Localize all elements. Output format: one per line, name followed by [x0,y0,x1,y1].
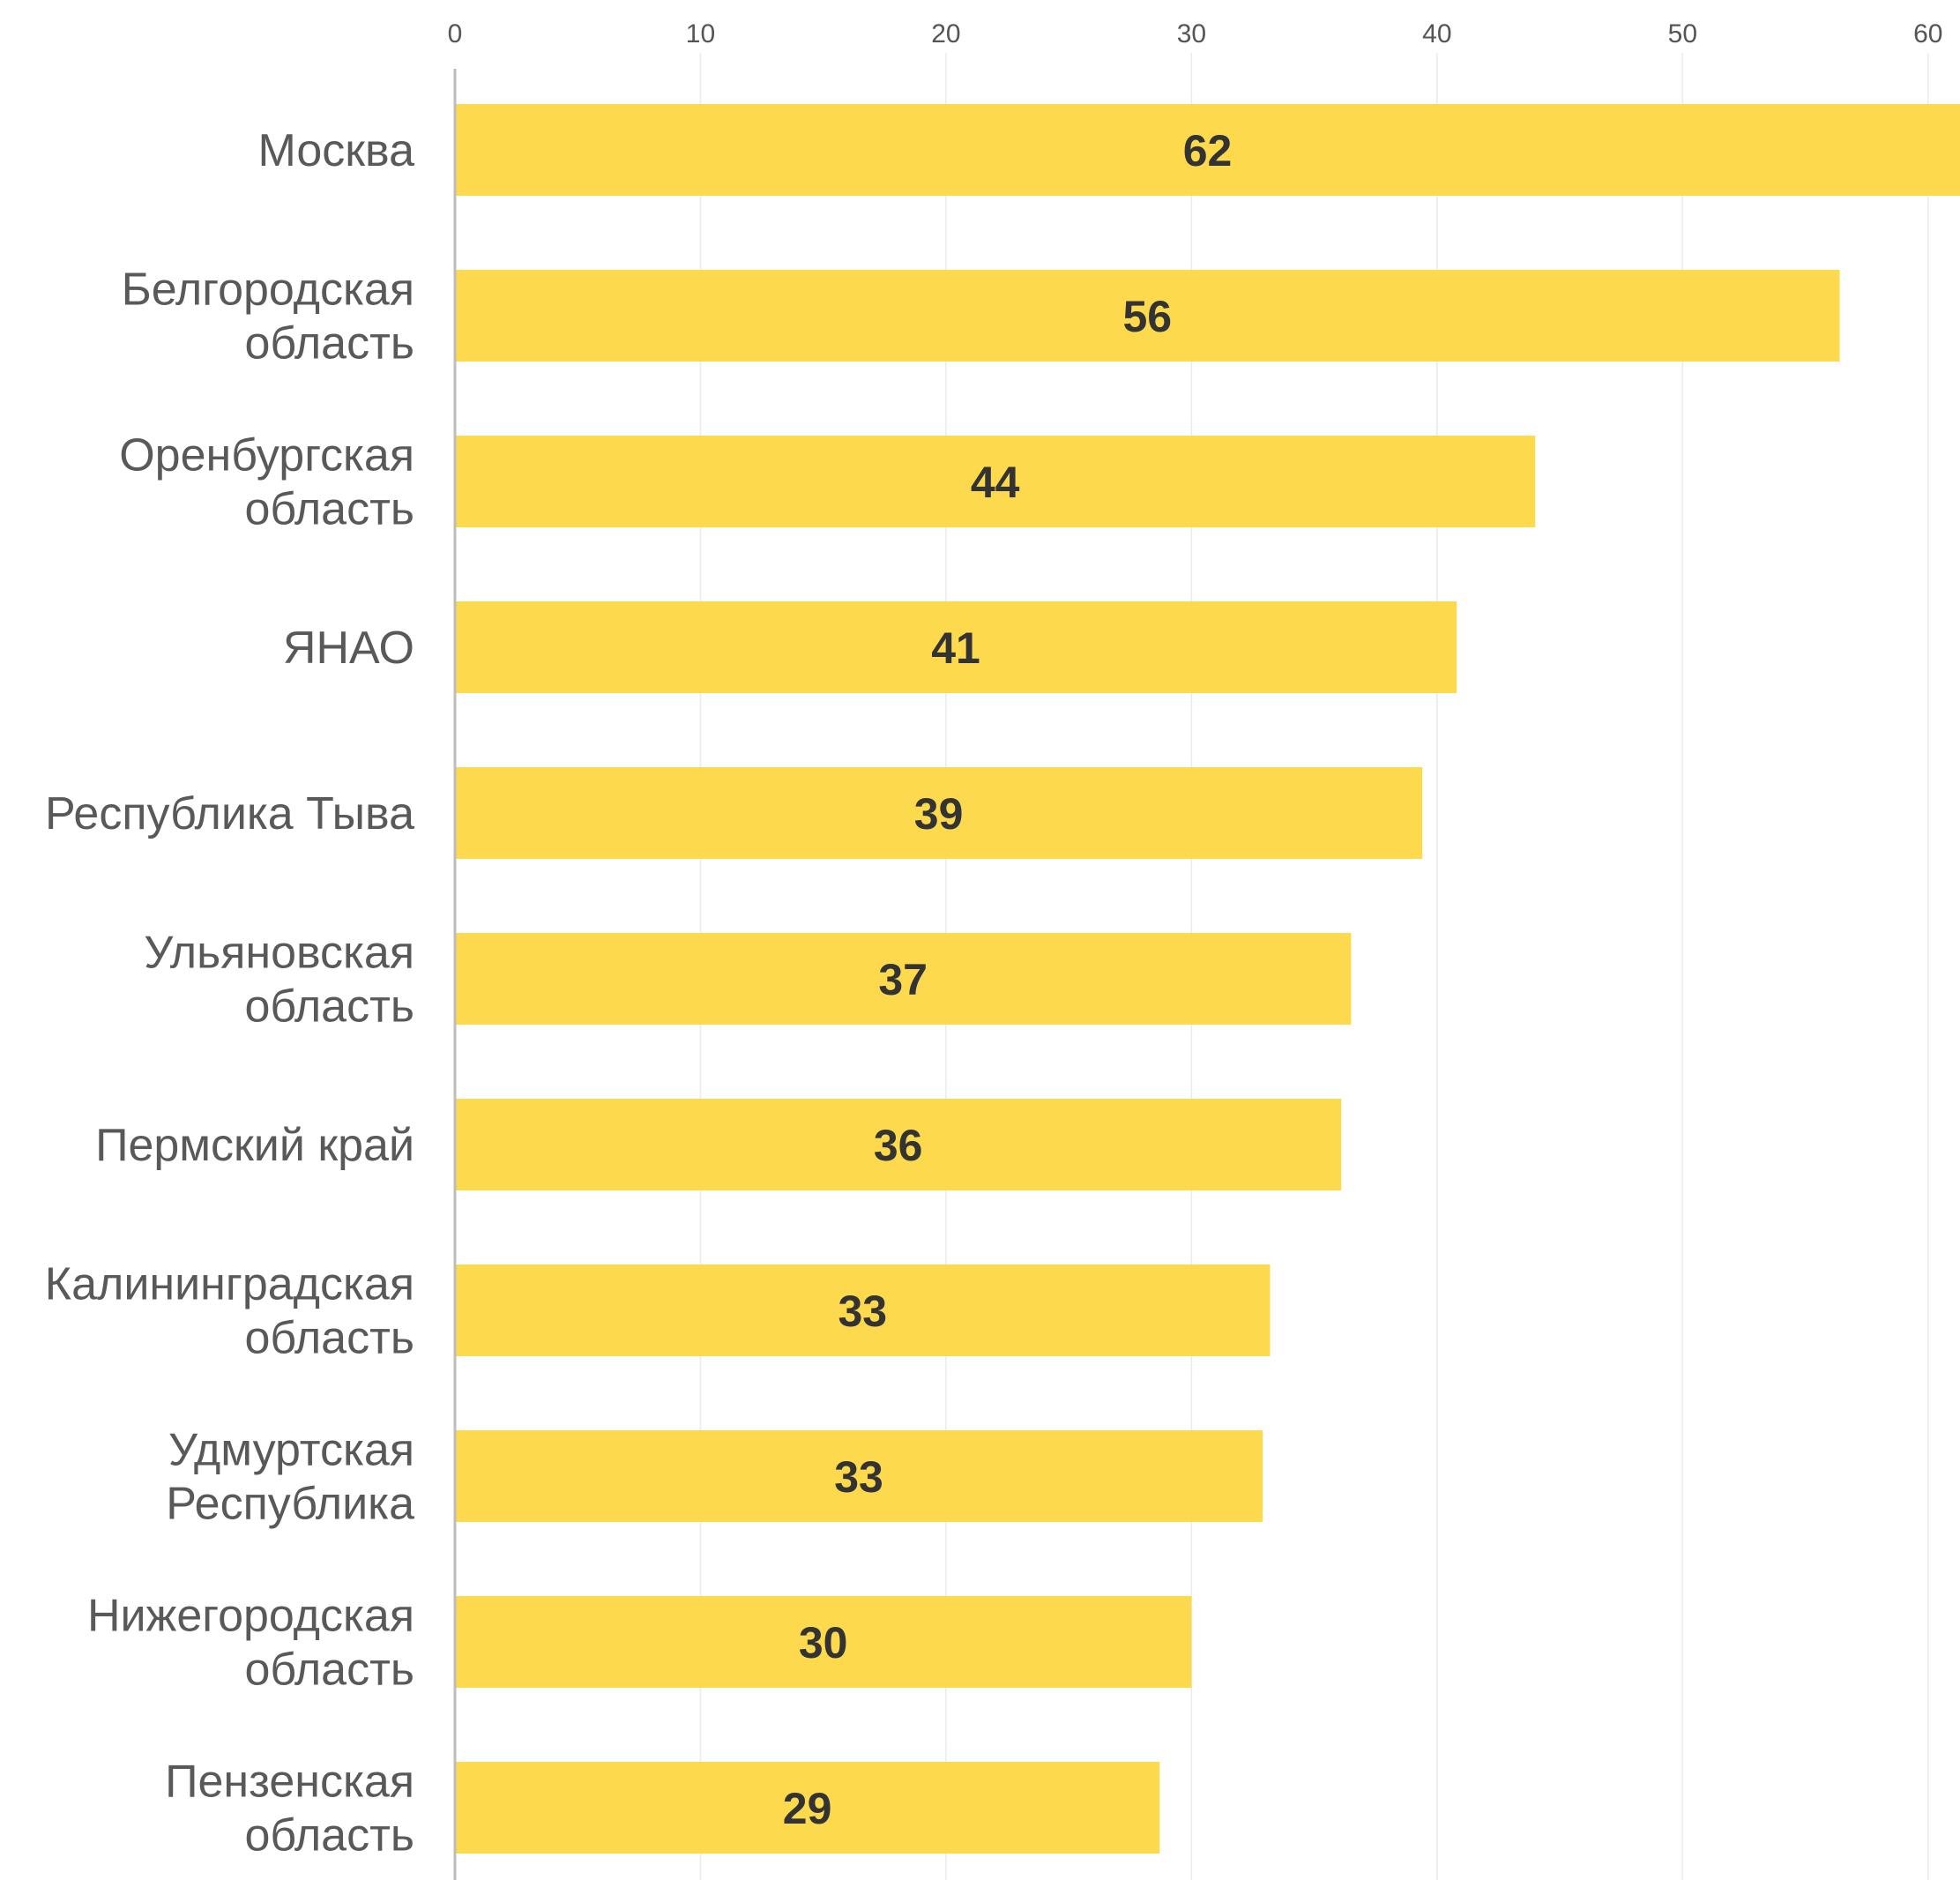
category-label-line: Нижегородская [87,1591,414,1642]
category-label-line: Республика [166,1479,414,1530]
x-tick-label-0: 0 [448,19,463,48]
value-labels: 62 56 44 41 39 37 36 33 33 30 29 [783,126,1233,1833]
x-axis-ticks: 0 10 20 30 40 50 60 [448,19,1943,48]
category-label-line: область [244,1645,414,1696]
x-tick-label-60: 60 [1913,19,1942,48]
category-label-line: Калининградская [45,1259,414,1310]
value-label-0: 62 [1183,126,1233,175]
value-label-8: 33 [834,1452,883,1502]
category-label-line: Удмуртская [168,1425,414,1476]
bar-0 [455,104,1960,196]
category-label-line: Пензенская [165,1757,414,1808]
bar-5 [455,933,1352,1025]
value-label-10: 29 [783,1784,832,1833]
category-label-line: Белгородская [122,265,414,316]
value-label-9: 30 [799,1618,848,1667]
x-tick-label-10: 10 [686,19,715,48]
category-label-2: Оренбургская область [119,430,414,535]
bar-9 [455,1596,1192,1688]
bar-4 [455,767,1423,859]
value-label-5: 37 [878,955,928,1004]
category-label-3: ЯНАО [283,623,414,674]
category-label-line: область [244,318,414,369]
category-label-0: Москва [257,125,414,176]
category-label-line: область [244,1313,414,1364]
x-tick-label-40: 40 [1422,19,1451,48]
x-tick-label-20: 20 [931,19,960,48]
value-label-2: 44 [971,458,1020,507]
category-label-line: Ульяновская [144,928,414,979]
bar-7 [455,1265,1271,1356]
bars [455,104,1960,1854]
category-label-4: Республика Тыва [45,788,414,839]
category-label-line: Оренбургская [119,430,414,481]
category-label-6: Пермский край [95,1120,414,1171]
value-label-6: 36 [874,1121,923,1170]
bar-3 [455,601,1457,693]
value-label-3: 41 [931,623,980,673]
category-label-7: Калининградская область [45,1259,414,1364]
category-label-line: ЯНАО [283,623,414,674]
category-label-5: Ульяновская область [144,928,414,1033]
category-label-line: область [244,1810,414,1861]
bar-8 [455,1430,1263,1522]
bar-6 [455,1099,1342,1190]
category-label-line: Москва [257,125,414,176]
value-label-1: 56 [1122,292,1172,341]
category-label-9: Нижегородская область [87,1591,414,1696]
value-label-7: 33 [838,1287,887,1336]
bar-10 [455,1762,1160,1854]
category-label-line: область [244,981,414,1033]
category-label-line: Республика Тыва [45,788,414,839]
bar-1 [455,270,1840,362]
category-label-line: Пермский край [95,1120,414,1171]
value-label-4: 39 [914,789,964,839]
category-label-10: Пензенская область [165,1757,414,1861]
category-label-1: Белгородская область [122,265,414,369]
bar-2 [455,436,1536,527]
x-tick-label-50: 50 [1668,19,1697,48]
x-tick-label-30: 30 [1177,19,1206,48]
category-label-8: Удмуртская Республика [166,1425,414,1530]
category-label-line: область [244,484,414,535]
